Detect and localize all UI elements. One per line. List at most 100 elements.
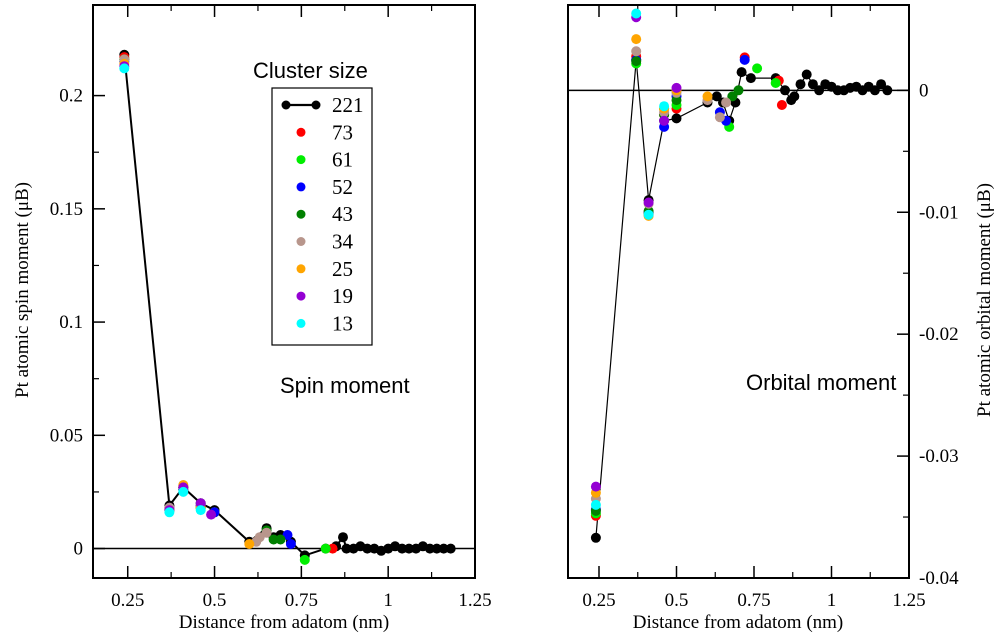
- legend-marker-52: [296, 182, 306, 192]
- legend-label-52: 52: [332, 175, 353, 199]
- orbital-point-43: [631, 56, 642, 67]
- orbital-point-43: [727, 91, 738, 102]
- spin-point-221: [438, 543, 449, 554]
- spin-point-73: [327, 543, 338, 554]
- legend-box: [271, 87, 373, 346]
- orbital-plot-frame: [567, 4, 910, 579]
- orbital-x-tick-label: 0.5: [665, 590, 689, 611]
- legend-label-43: 43: [332, 202, 353, 226]
- legend-marker-43: [296, 209, 306, 219]
- orbital-y-axis-label: Pt atomic orbital moment (μB): [974, 183, 995, 417]
- orbital-point-52: [739, 54, 750, 65]
- orbital-point-34: [721, 97, 732, 108]
- orbital-point-13: [590, 499, 601, 510]
- spin-x-tick-label: 0.75: [285, 590, 318, 611]
- orbital-point-221: [671, 113, 682, 124]
- spin-point-61: [320, 543, 331, 554]
- spin-x-axis-label: Distance from adatom (nm): [179, 612, 390, 633]
- orbital-point-221: [795, 79, 806, 90]
- orbital-point-221: [780, 85, 790, 96]
- spin-point-221: [362, 543, 373, 554]
- legend-marker-61: [296, 155, 306, 165]
- spin-point-43: [268, 534, 279, 545]
- spin-point-61: [299, 554, 310, 565]
- orbital-point-19: [659, 115, 670, 126]
- orbital-point-221: [882, 85, 893, 96]
- orbital-point-25: [631, 34, 642, 45]
- spin-y-tick-label: 0.05: [50, 425, 83, 446]
- orbital-y-tick-label: -0.04: [919, 568, 959, 589]
- legend-marker-221: [281, 100, 291, 110]
- legend-label-25: 25: [332, 257, 353, 281]
- orbital-data-layer: [590, 8, 893, 543]
- orbital-point-34: [714, 112, 725, 123]
- orbital-axis-ticks: 0.25 0.5 0.75 1 1.25 0 -0.01 -0.02 -0.03 -0.04: [568, 5, 959, 611]
- orbital-y-tick-label: -0.02: [919, 324, 959, 345]
- spin-point-221: [341, 543, 352, 554]
- legend-label-221: 221: [332, 93, 364, 117]
- orbital-moment-panel: 0.25 0.5 0.75 1 1.25 0 -0.01 -0.02 -0.03 -0.04 Di…: [567, 4, 995, 633]
- legend-marker-34: [296, 237, 306, 246]
- spin-point-13: [195, 505, 206, 516]
- spin-point-25: [244, 539, 255, 549]
- legend-marker-19: [296, 291, 306, 301]
- orbital-point-221: [711, 91, 722, 102]
- legend-title: Cluster size: [253, 58, 368, 83]
- legend-marker-end-221: [311, 100, 321, 110]
- spin-y-tick-label: 0.15: [50, 199, 83, 220]
- orbital-y-tick-label: -0.03: [919, 446, 959, 467]
- spin-point-221: [431, 543, 442, 554]
- orbital-point-221: [736, 67, 747, 78]
- orbital-y-tick-label: -0.01: [919, 202, 959, 223]
- orbital-point-43: [671, 95, 682, 106]
- orbital-point-221: [745, 73, 756, 84]
- spin-y-axis-label: Pt atomic spin moment (μB): [12, 182, 33, 398]
- spin-point-19: [206, 509, 217, 520]
- legend-marker-13: [296, 318, 306, 328]
- legend-marker-25: [296, 264, 306, 274]
- orbital-y-tick-label: 0: [919, 80, 929, 101]
- orbital-point-19: [671, 82, 682, 93]
- orbital-point-221: [876, 79, 887, 90]
- orbital-point-221: [814, 85, 825, 96]
- orbital-point-34: [631, 46, 642, 57]
- spin-x-tick-label: 0.25: [111, 590, 144, 611]
- spin-point-221: [424, 543, 435, 554]
- spin-point-34: [261, 527, 272, 538]
- orbital-x-tick-label: 0.75: [737, 590, 770, 611]
- spin-point-13: [178, 486, 189, 497]
- orbital-x-tick-label: 0.25: [582, 590, 615, 611]
- spin-moment-annotation: Spin moment: [280, 373, 410, 398]
- legend-label-13: 13: [332, 311, 353, 335]
- spin-plot-frame: [92, 4, 476, 579]
- spin-point-13: [164, 507, 175, 518]
- orbital-point-19: [590, 481, 601, 492]
- orbital-point-221: [801, 69, 812, 80]
- orbital-point-61: [752, 63, 763, 74]
- spin-x-tick-label: 0.5: [203, 590, 227, 611]
- legend-label-19: 19: [332, 284, 353, 308]
- spin-point-221: [404, 543, 414, 554]
- spin-point-221: [338, 532, 348, 543]
- orbital-point-13: [631, 8, 642, 19]
- spin-x-tick-label: 1.25: [458, 590, 491, 611]
- legend: 221 73 61 52 43 34 25 19 13: [271, 87, 373, 346]
- orbital-point-13: [643, 209, 654, 220]
- spin-point-13: [119, 63, 130, 74]
- legend-label-73: 73: [332, 120, 353, 144]
- orbital-x-axis-label: Distance from adatom (nm): [633, 612, 844, 633]
- orbital-x-tick-label: 1.25: [892, 590, 925, 611]
- orbital-point-73: [776, 100, 787, 110]
- spin-moment-panel: 0.25 0.5 0.75 1 1.25 0 0.05 0.1 0.15 0.2 Distance…: [12, 4, 492, 633]
- orbital-point-221: [789, 91, 800, 102]
- orbital-point-221: [590, 532, 601, 543]
- legend-marker-73: [296, 127, 306, 137]
- spin-point-43: [275, 534, 286, 545]
- spin-y-tick-label: 0.1: [59, 312, 83, 333]
- spin-point-221: [397, 543, 408, 554]
- spin-point-52: [285, 539, 296, 549]
- spin-y-tick-label: 0.2: [59, 86, 83, 107]
- orbital-moment-annotation: Orbital moment: [746, 370, 896, 395]
- legend-label-34: 34: [332, 230, 354, 254]
